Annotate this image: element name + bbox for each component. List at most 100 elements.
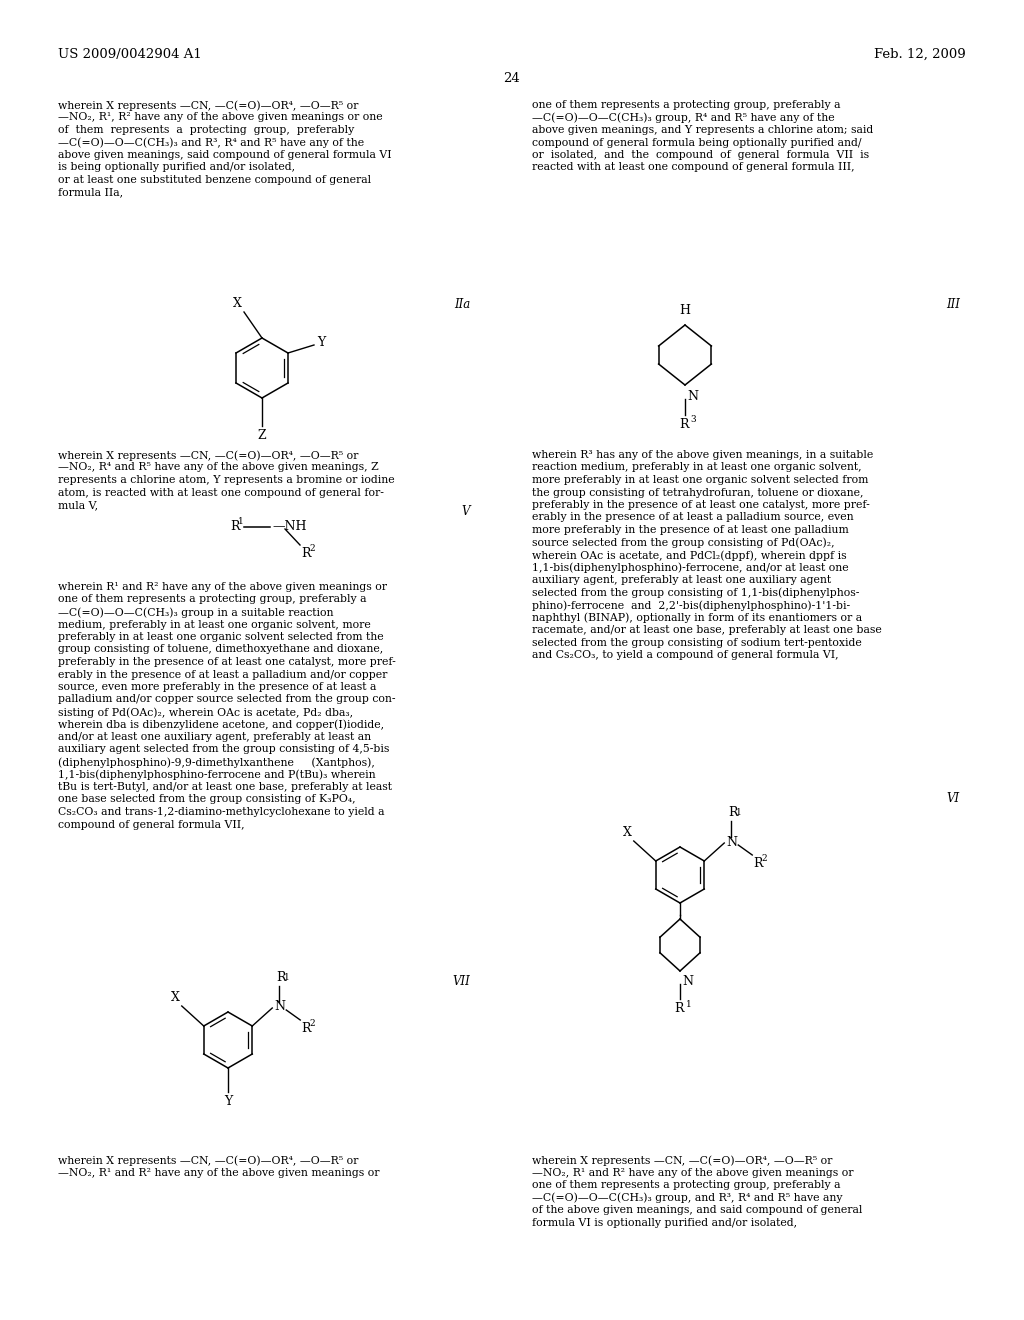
Text: V: V	[462, 506, 470, 517]
Text: more preferably in at least one organic solvent selected from: more preferably in at least one organic …	[532, 475, 868, 484]
Text: mula V,: mula V,	[58, 500, 98, 510]
Text: N: N	[682, 975, 693, 987]
Text: wherein X represents —CN, —C(=O)—OR⁴, —O—R⁵ or: wherein X represents —CN, —C(=O)—OR⁴, —O…	[58, 1155, 358, 1166]
Text: 2: 2	[309, 544, 314, 553]
Text: Cs₂CO₃ and trans-1,2-diamino-methylcyclohexane to yield a: Cs₂CO₃ and trans-1,2-diamino-methylcyclo…	[58, 807, 384, 817]
Text: or at least one substituted benzene compound of general: or at least one substituted benzene comp…	[58, 176, 371, 185]
Text: R: R	[679, 418, 689, 432]
Text: N: N	[687, 389, 698, 403]
Text: —NO₂, R¹ and R² have any of the above given meanings or: —NO₂, R¹ and R² have any of the above gi…	[58, 1167, 380, 1177]
Text: —NO₂, R¹ and R² have any of the above given meanings or: —NO₂, R¹ and R² have any of the above gi…	[532, 1167, 853, 1177]
Text: medium, preferably in at least one organic solvent, more: medium, preferably in at least one organ…	[58, 619, 371, 630]
Text: more preferably in the presence of at least one palladium: more preferably in the presence of at le…	[532, 525, 849, 535]
Text: one of them represents a protecting group, preferably a: one of them represents a protecting grou…	[532, 1180, 841, 1191]
Text: 1: 1	[285, 973, 290, 982]
Text: wherein R³ has any of the above given meanings, in a suitable: wherein R³ has any of the above given me…	[532, 450, 873, 459]
Text: —C(=O)—O—C(CH₃)₃ and R³, R⁴ and R⁵ have any of the: —C(=O)—O—C(CH₃)₃ and R³, R⁴ and R⁵ have …	[58, 137, 365, 148]
Text: X: X	[233, 297, 242, 310]
Text: N: N	[726, 836, 737, 849]
Text: R: R	[728, 807, 737, 818]
Text: 1: 1	[238, 517, 244, 527]
Text: 1: 1	[686, 1001, 692, 1008]
Text: preferably in the presence of at least one catalyst, more pref-: preferably in the presence of at least o…	[58, 657, 395, 667]
Text: R: R	[301, 546, 310, 560]
Text: 1,1-bis(diphenylphosphino-ferrocene and P(tBu)₃ wherein: 1,1-bis(diphenylphosphino-ferrocene and …	[58, 770, 376, 780]
Text: and Cs₂CO₃, to yield a compound of general formula VI,: and Cs₂CO₃, to yield a compound of gener…	[532, 649, 839, 660]
Text: selected from the group consisting of 1,1-bis(diphenylphos-: selected from the group consisting of 1,…	[532, 587, 859, 598]
Text: formula VI is optionally purified and/or isolated,: formula VI is optionally purified and/or…	[532, 1217, 797, 1228]
Text: atom, is reacted with at least one compound of general for-: atom, is reacted with at least one compo…	[58, 487, 384, 498]
Text: selected from the group consisting of sodium tert-pentoxide: selected from the group consisting of so…	[532, 638, 862, 648]
Text: X: X	[623, 826, 632, 840]
Text: N: N	[274, 1001, 286, 1014]
Text: 1: 1	[736, 808, 742, 817]
Text: above given meanings, and Y represents a chlorine atom; said: above given meanings, and Y represents a…	[532, 125, 873, 135]
Text: erably in the presence of at least a palladium and/or copper: erably in the presence of at least a pal…	[58, 669, 387, 680]
Text: —C(=O)—O—C(CH₃)₃ group in a suitable reaction: —C(=O)—O—C(CH₃)₃ group in a suitable rea…	[58, 607, 334, 618]
Text: Y: Y	[317, 337, 326, 350]
Text: —C(=O)—O—C(CH₃)₃ group, R⁴ and R⁵ have any of the: —C(=O)—O—C(CH₃)₃ group, R⁴ and R⁵ have a…	[532, 112, 835, 123]
Text: racemate, and/or at least one base, preferably at least one base: racemate, and/or at least one base, pref…	[532, 624, 882, 635]
Text: sisting of Pd(OAc)₂, wherein OAc is acetate, Pd₂ dba₃,: sisting of Pd(OAc)₂, wherein OAc is acet…	[58, 708, 353, 718]
Text: preferably in at least one organic solvent selected from the: preferably in at least one organic solve…	[58, 632, 384, 642]
Text: wherein dba is dibenzylidene acetone, and copper(I)iodide,: wherein dba is dibenzylidene acetone, an…	[58, 719, 384, 730]
Text: R: R	[674, 1002, 684, 1015]
Text: VII: VII	[453, 975, 470, 987]
Text: 24: 24	[504, 73, 520, 84]
Text: and/or at least one auxiliary agent, preferably at least an: and/or at least one auxiliary agent, pre…	[58, 733, 371, 742]
Text: H: H	[680, 304, 690, 317]
Text: source selected from the group consisting of Pd(OAc)₂,: source selected from the group consistin…	[532, 537, 835, 548]
Text: 1,1-bis(diphenylphosphino)-ferrocene, and/or at least one: 1,1-bis(diphenylphosphino)-ferrocene, an…	[532, 562, 849, 573]
Text: naphthyl (BINAP), optionally in form of its enantiomers or a: naphthyl (BINAP), optionally in form of …	[532, 612, 862, 623]
Text: group consisting of toluene, dimethoxyethane and dioxane,: group consisting of toluene, dimethoxyet…	[58, 644, 383, 655]
Text: compound of general formula VII,: compound of general formula VII,	[58, 820, 245, 829]
Text: the group consisting of tetrahydrofuran, toluene or dioxane,: the group consisting of tetrahydrofuran,…	[532, 487, 863, 498]
Text: US 2009/0042904 A1: US 2009/0042904 A1	[58, 48, 202, 61]
Text: Y: Y	[224, 1096, 232, 1107]
Text: reaction medium, preferably in at least one organic solvent,: reaction medium, preferably in at least …	[532, 462, 861, 473]
Text: Z: Z	[258, 429, 266, 442]
Text: R: R	[754, 857, 763, 870]
Text: —NO₂, R⁴ and R⁵ have any of the above given meanings, Z: —NO₂, R⁴ and R⁵ have any of the above gi…	[58, 462, 379, 473]
Text: wherein OAc is acetate, and PdCl₂(dppf), wherein dppf is: wherein OAc is acetate, and PdCl₂(dppf),…	[532, 550, 847, 561]
Text: 3: 3	[690, 414, 695, 424]
Text: reacted with at least one compound of general formula III,: reacted with at least one compound of ge…	[532, 162, 855, 173]
Text: of  them  represents  a  protecting  group,  preferably: of them represents a protecting group, p…	[58, 125, 354, 135]
Text: compound of general formula being optionally purified and/: compound of general formula being option…	[532, 137, 861, 148]
Text: preferably in the presence of at least one catalyst, more pref-: preferably in the presence of at least o…	[532, 500, 869, 510]
Text: wherein X represents —CN, —C(=O)—OR⁴, —O—R⁵ or: wherein X represents —CN, —C(=O)—OR⁴, —O…	[58, 100, 358, 111]
Text: represents a chlorine atom, Y represents a bromine or iodine: represents a chlorine atom, Y represents…	[58, 475, 394, 484]
Text: one base selected from the group consisting of K₃PO₄,: one base selected from the group consist…	[58, 795, 355, 804]
Text: wherein X represents —CN, —C(=O)—OR⁴, —O—R⁵ or: wherein X represents —CN, —C(=O)—OR⁴, —O…	[58, 450, 358, 461]
Text: erably in the presence of at least a palladium source, even: erably in the presence of at least a pal…	[532, 512, 854, 523]
Text: X: X	[171, 991, 180, 1005]
Text: one of them represents a protecting group, preferably a: one of them represents a protecting grou…	[58, 594, 367, 605]
Text: auxiliary agent, preferably at least one auxiliary agent: auxiliary agent, preferably at least one…	[532, 576, 831, 585]
Text: source, even more preferably in the presence of at least a: source, even more preferably in the pres…	[58, 682, 377, 692]
Text: R: R	[276, 972, 286, 983]
Text: wherein R¹ and R² have any of the above given meanings or: wherein R¹ and R² have any of the above …	[58, 582, 387, 591]
Text: —NH: —NH	[272, 520, 306, 533]
Text: —NO₂, R¹, R² have any of the above given meanings or one: —NO₂, R¹, R² have any of the above given…	[58, 112, 383, 123]
Text: R: R	[301, 1022, 310, 1035]
Text: IIa: IIa	[454, 298, 470, 312]
Text: tBu is tert-Butyl, and/or at least one base, preferably at least: tBu is tert-Butyl, and/or at least one b…	[58, 781, 392, 792]
Text: formula IIa,: formula IIa,	[58, 187, 123, 198]
Text: of the above given meanings, and said compound of general: of the above given meanings, and said co…	[532, 1205, 862, 1214]
Text: palladium and/or copper source selected from the group con-: palladium and/or copper source selected …	[58, 694, 395, 705]
Text: or  isolated,  and  the  compound  of  general  formula  VII  is: or isolated, and the compound of general…	[532, 150, 869, 160]
Text: wherein X represents —CN, —C(=O)—OR⁴, —O—R⁵ or: wherein X represents —CN, —C(=O)—OR⁴, —O…	[532, 1155, 833, 1166]
Text: 2: 2	[309, 1019, 314, 1028]
Text: is being optionally purified and/or isolated,: is being optionally purified and/or isol…	[58, 162, 295, 173]
Text: auxiliary agent selected from the group consisting of 4,5-bis: auxiliary agent selected from the group …	[58, 744, 389, 755]
Text: Feb. 12, 2009: Feb. 12, 2009	[874, 48, 966, 61]
Text: one of them represents a protecting group, preferably a: one of them represents a protecting grou…	[532, 100, 841, 110]
Text: 2: 2	[761, 854, 767, 863]
Text: III: III	[946, 298, 961, 312]
Text: above given meanings, said compound of general formula VI: above given meanings, said compound of g…	[58, 150, 391, 160]
Text: R: R	[230, 520, 240, 533]
Text: phino)-ferrocene  and  2,2'-bis(diphenylphosphino)-1'1-bi-: phino)-ferrocene and 2,2'-bis(diphenylph…	[532, 601, 850, 611]
Text: VI: VI	[947, 792, 961, 805]
Text: (diphenylphosphino)-9,9-dimethylxanthene     (Xantphos),: (diphenylphosphino)-9,9-dimethylxanthene…	[58, 756, 375, 767]
Text: —C(=O)—O—C(CH₃)₃ group, and R³, R⁴ and R⁵ have any: —C(=O)—O—C(CH₃)₃ group, and R³, R⁴ and R…	[532, 1192, 843, 1203]
